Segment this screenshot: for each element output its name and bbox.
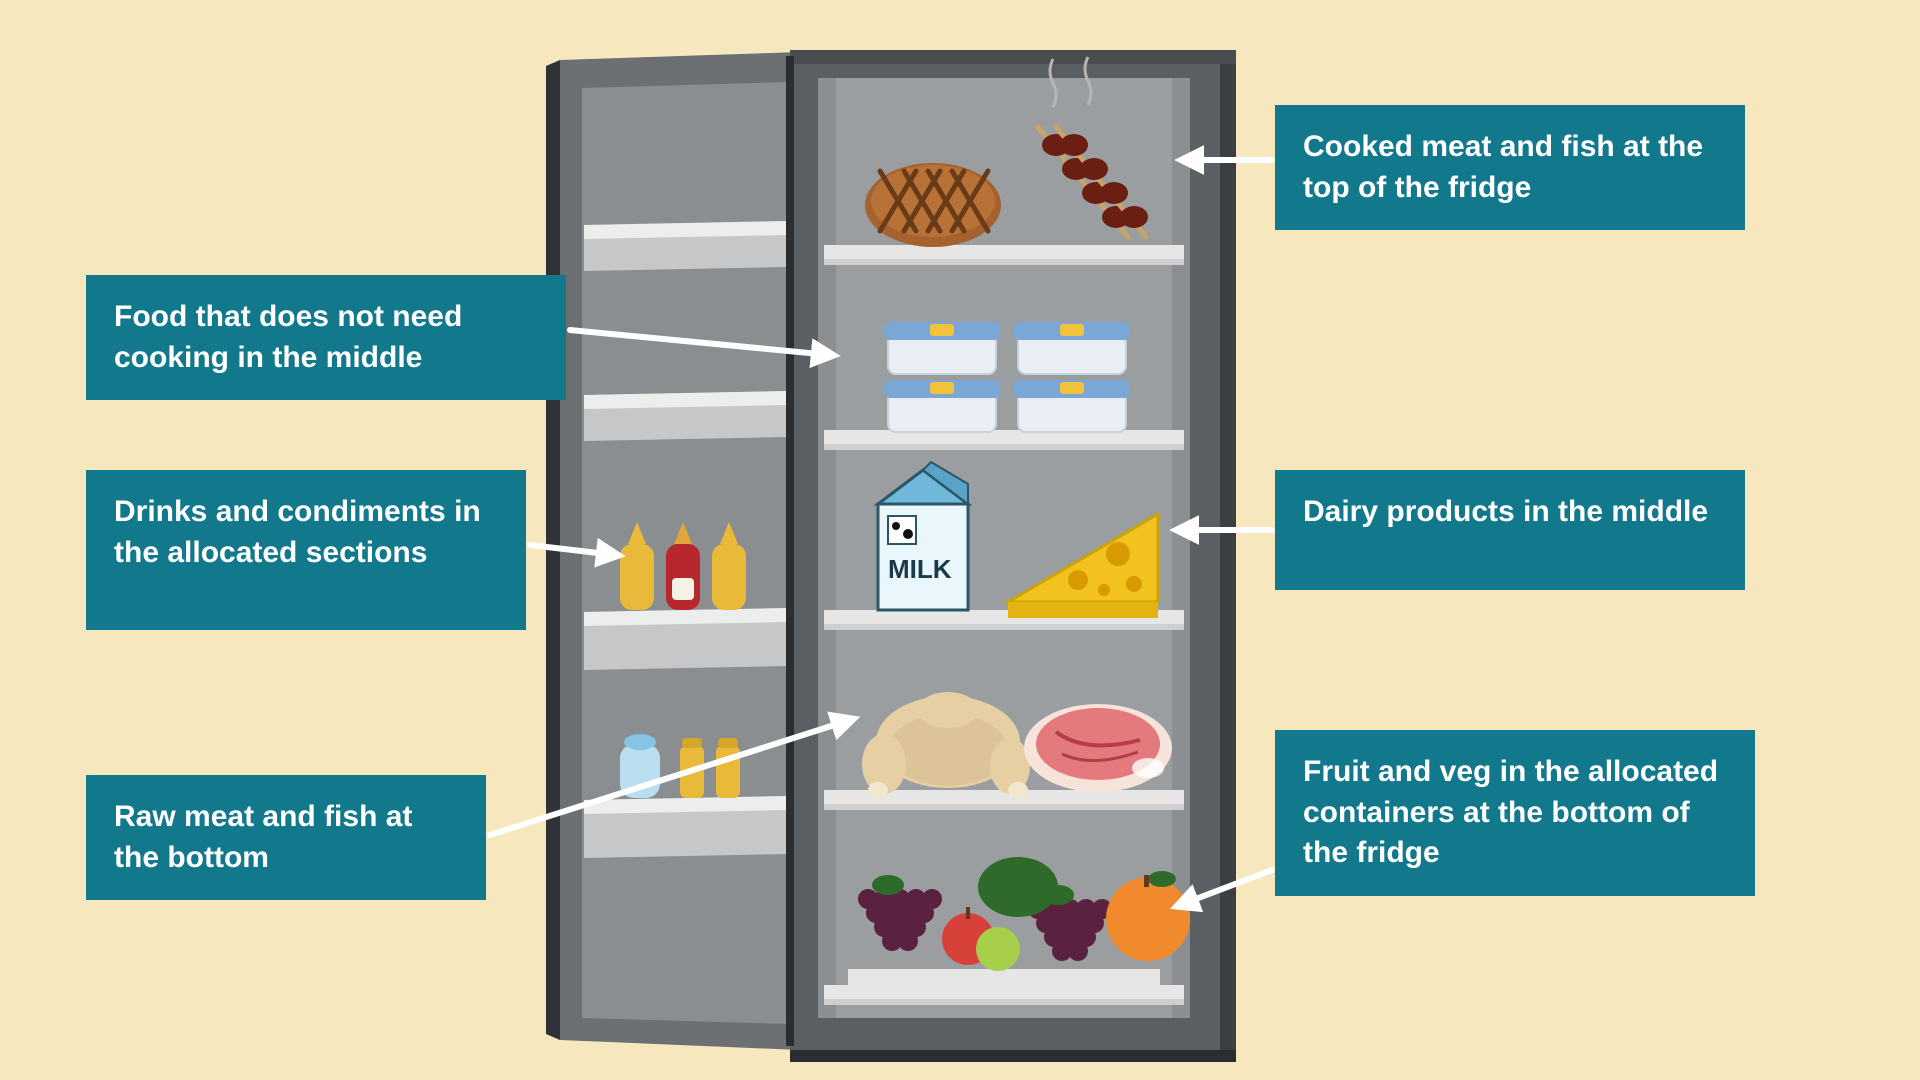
callout-arrows [0,0,1920,1080]
infographic-stage: MILK Cooked meat and fish at the top of … [0,0,1920,1080]
